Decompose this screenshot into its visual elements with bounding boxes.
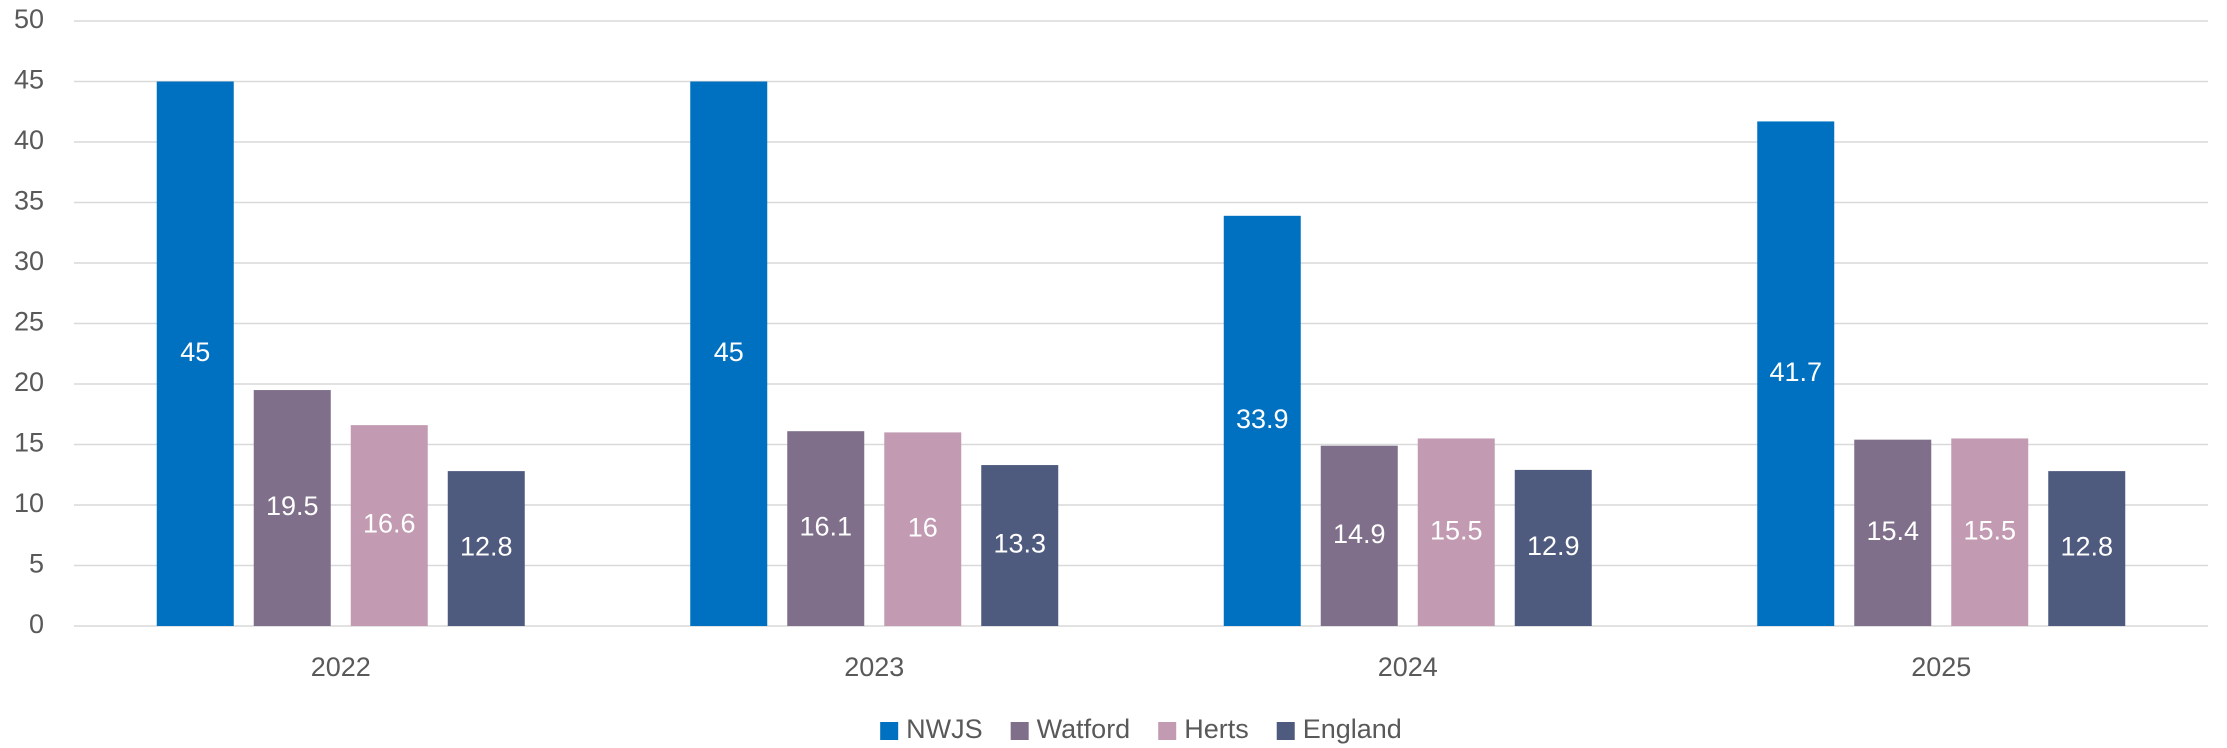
data-label: 16 [908, 512, 938, 542]
legend-swatch [1010, 722, 1029, 740]
bar [350, 425, 428, 626]
data-label: 41.7 [1769, 357, 1822, 387]
x-tick-label: 2024 [1378, 652, 1438, 682]
bar [1320, 445, 1398, 626]
y-tick-label: 25 [14, 307, 44, 337]
bar [787, 431, 865, 626]
y-tick-label: 50 [14, 4, 44, 34]
data-label: 16.1 [799, 512, 852, 542]
bar [2048, 471, 2126, 626]
legend-label: Herts [1184, 714, 1249, 744]
y-tick-label: 45 [14, 65, 44, 95]
data-label: 45 [180, 337, 210, 367]
bar [156, 81, 234, 626]
y-tick-label: 5 [29, 549, 44, 579]
bar [981, 465, 1059, 626]
bar [1854, 439, 1932, 626]
data-label: 16.6 [363, 509, 416, 539]
data-label: 12.8 [2060, 532, 2113, 562]
x-tick-label: 2023 [844, 652, 904, 682]
bar [884, 432, 962, 626]
bar [253, 390, 331, 626]
y-tick-label: 10 [14, 488, 44, 518]
bar [1757, 121, 1835, 627]
x-tick-label: 2022 [311, 652, 371, 682]
x-tick-label: 2025 [1911, 652, 1971, 682]
data-label: 15.5 [1963, 515, 2016, 545]
bar [690, 81, 768, 626]
data-label: 12.8 [460, 532, 513, 562]
data-label: 33.9 [1236, 404, 1289, 434]
legend-label: Watford [1037, 714, 1131, 744]
y-tick-label: 35 [14, 186, 44, 216]
data-label: 15.4 [1866, 516, 1919, 546]
y-tick-label: 20 [14, 367, 44, 397]
legend-label: NWJS [906, 714, 983, 744]
y-tick-label: 0 [29, 609, 44, 639]
legend-swatch [880, 722, 899, 740]
y-tick-label: 30 [14, 246, 44, 276]
bar [1417, 438, 1495, 626]
data-label: 13.3 [993, 529, 1046, 559]
bar [1514, 469, 1592, 626]
data-label: 45 [714, 337, 744, 367]
bar [1223, 215, 1301, 626]
legend-swatch [1158, 722, 1177, 740]
y-tick-label: 40 [14, 125, 44, 155]
data-label: 14.9 [1333, 519, 1386, 549]
y-tick-label: 15 [14, 428, 44, 458]
legend-label: England [1303, 714, 1402, 744]
data-label: 15.5 [1430, 515, 1483, 545]
data-label: 19.5 [266, 491, 319, 521]
data-label: 12.9 [1527, 531, 1580, 561]
bar [1951, 438, 2029, 626]
bar [447, 471, 525, 626]
legend-swatch [1276, 722, 1295, 740]
